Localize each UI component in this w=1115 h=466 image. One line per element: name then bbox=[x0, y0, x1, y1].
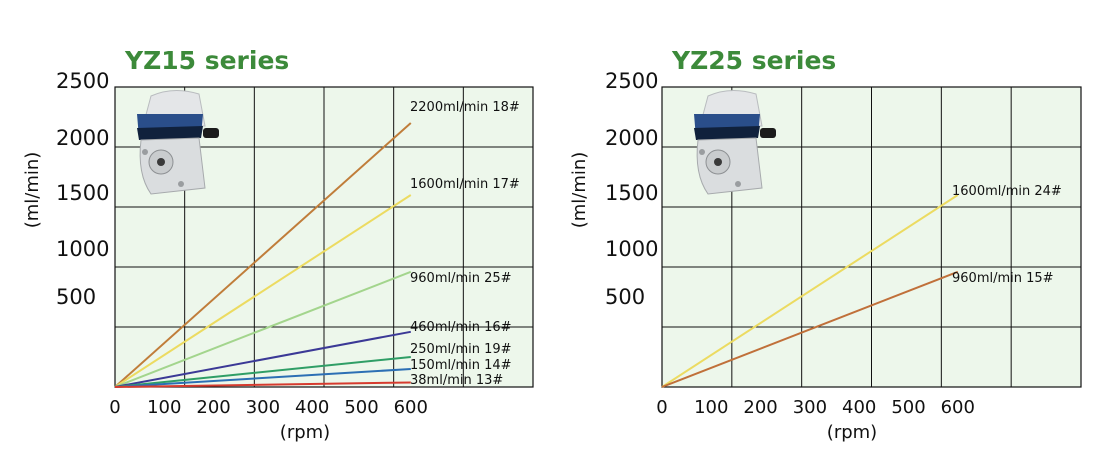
chart-1: 2200ml/min 18# 1600ml/min 17# 960ml/min 25… bbox=[22, 46, 534, 443]
series-label: 960ml/min 15# bbox=[952, 271, 1054, 286]
x-tick-label: 200 bbox=[743, 397, 777, 418]
y-tick-label: 2000 bbox=[56, 126, 109, 150]
series-line bbox=[114, 381, 411, 388]
series-line bbox=[114, 330, 411, 388]
x-tick-label: 300 bbox=[793, 397, 827, 418]
plot-frame bbox=[114, 86, 534, 388]
y-axis-label: (ml/min) bbox=[22, 152, 43, 229]
series-label: 1600ml/min 17# bbox=[410, 177, 520, 192]
series-label: 960ml/min 25# bbox=[410, 271, 512, 286]
y-axis-label: (ml/min) bbox=[569, 152, 590, 229]
y-tick-label: 500 bbox=[56, 285, 96, 309]
series-label: 460ml/min 16# bbox=[410, 320, 512, 335]
x-tick-label: 100 bbox=[147, 397, 181, 418]
x-tick-label: 200 bbox=[196, 397, 230, 418]
series-line bbox=[661, 194, 959, 388]
x-tick-label: 500 bbox=[344, 397, 378, 418]
chart-2: 1600ml/min 24# 960ml/min 15# YZ25 series 25… bbox=[569, 46, 1082, 443]
x-tick-label: 0 bbox=[109, 397, 120, 418]
y-tick-label: 1500 bbox=[56, 181, 109, 205]
chart-title: YZ15 series bbox=[124, 46, 289, 75]
x-axis-label: (rpm) bbox=[827, 422, 877, 443]
series-label: 1600ml/min 24# bbox=[952, 184, 1062, 199]
x-tick-label: 600 bbox=[394, 397, 428, 418]
y-tick-label: 1000 bbox=[605, 237, 658, 261]
plot-frame bbox=[661, 86, 1082, 388]
series-line bbox=[114, 368, 411, 388]
series-line bbox=[114, 356, 411, 388]
series-line bbox=[114, 122, 412, 388]
x-axis-label: (rpm) bbox=[280, 422, 330, 443]
series-line bbox=[661, 270, 959, 388]
y-tick-label: 1000 bbox=[56, 237, 109, 261]
series-line bbox=[114, 194, 412, 388]
y-tick-label: 2000 bbox=[605, 126, 658, 150]
x-tick-label: 400 bbox=[842, 397, 876, 418]
y-tick-label: 1500 bbox=[605, 181, 658, 205]
series-line bbox=[114, 270, 412, 388]
series-label: 38ml/min 13# bbox=[410, 373, 503, 388]
pump-photo bbox=[137, 90, 219, 195]
chart-title: YZ25 series bbox=[671, 46, 836, 75]
x-tick-label: 500 bbox=[891, 397, 925, 418]
series-label: 250ml/min 19# bbox=[410, 342, 512, 357]
x-tick-label: 0 bbox=[656, 397, 667, 418]
y-tick-label: 2500 bbox=[605, 69, 658, 93]
x-tick-label: 600 bbox=[941, 397, 975, 418]
series-label: 2200ml/min 18# bbox=[410, 100, 520, 115]
y-tick-label: 2500 bbox=[56, 69, 109, 93]
series-label: 150ml/min 14# bbox=[410, 358, 512, 373]
x-tick-label: 100 bbox=[694, 397, 728, 418]
pump-photo bbox=[694, 90, 776, 195]
x-tick-label: 300 bbox=[246, 397, 280, 418]
y-tick-label: 500 bbox=[605, 285, 645, 309]
x-tick-label: 400 bbox=[295, 397, 329, 418]
